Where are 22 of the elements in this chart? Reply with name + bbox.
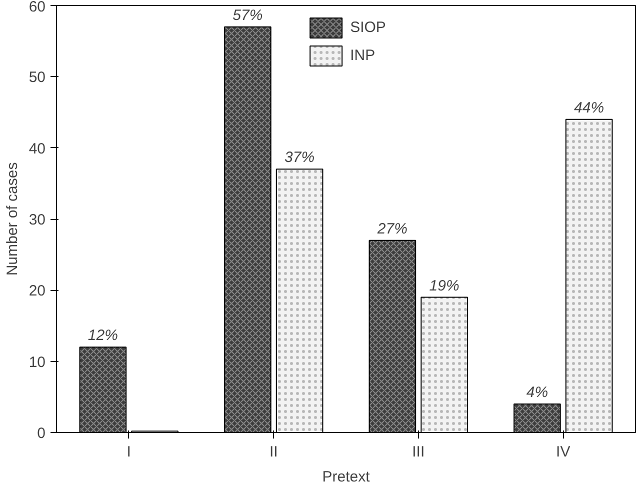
y-tick-label: 30 (28, 212, 46, 228)
data-label: 44% (574, 99, 604, 116)
y-tick-label: 50 (28, 69, 46, 86)
x-tick-label: II (269, 444, 278, 460)
x-tick-label: III (412, 444, 425, 460)
y-tick-label: 10 (28, 354, 46, 371)
data-label: 27% (376, 220, 408, 238)
data-label: 37% (284, 149, 315, 166)
x-tick-label: IV (556, 444, 570, 460)
x-tick-label: I (126, 444, 131, 460)
y-tick-label: 20 (28, 282, 46, 300)
data-label: 4% (526, 384, 548, 402)
legend-label: SIOP (350, 19, 386, 36)
y-tick-label: 40 (28, 140, 46, 158)
y-tick-label: 60 (28, 0, 46, 16)
data-label: 57% (232, 6, 263, 24)
data-label: 19% (429, 277, 460, 294)
legend-label: INP (350, 47, 376, 64)
y-tick-label: 0 (37, 425, 46, 442)
data-label: 12% (88, 327, 118, 344)
x-axis-title: Pretext (322, 468, 371, 486)
y-axis-title: Number of cases (4, 162, 21, 276)
